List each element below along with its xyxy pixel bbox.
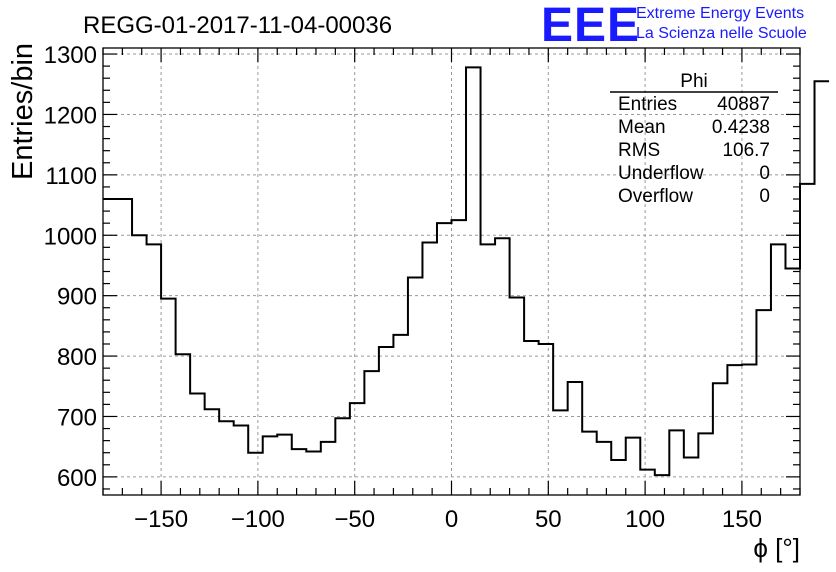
- x-tick-label: −50: [334, 506, 375, 533]
- stats-row-value: 0: [759, 163, 770, 184]
- stats-title: Phi: [680, 71, 707, 92]
- y-tick-label: 1300: [44, 42, 97, 69]
- stats-row-value: 40887: [717, 94, 770, 115]
- x-tick-labels: −150 −100 −50 0 50 100 150: [134, 506, 762, 533]
- stats-rows: Entries 40887 Mean 0.4238 RMS 106.7 Underflow 0…: [618, 94, 770, 207]
- stats-row-value: 0.4238: [712, 117, 770, 138]
- y-tick-label: 700: [57, 404, 97, 431]
- x-tick-label: 0: [445, 506, 458, 533]
- stats-row-value: 106.7: [722, 140, 770, 161]
- stats-box: Phi Entries 40887 Mean 0.4238 RMS 106.7 Underf…: [610, 71, 778, 207]
- histogram-series: [103, 66, 830, 477]
- logo: EEE Extreme Energy Events La Scienza nel…: [541, 0, 807, 52]
- y-tick-label: 1000: [44, 223, 97, 250]
- y-axis-label: Entries/bin: [7, 43, 39, 180]
- stats-row-label: Mean: [618, 117, 666, 138]
- logo-mark: EEE: [541, 0, 640, 52]
- logo-line2: La Scienza nelle Scuole: [636, 25, 807, 42]
- x-tick-label: −150: [134, 506, 188, 533]
- logo-line1: Extreme Energy Events: [636, 5, 804, 22]
- y-tick-label: 1200: [44, 102, 97, 129]
- x-tick-label: 100: [625, 506, 665, 533]
- y-tick-label: 1100: [45, 163, 97, 190]
- x-tick-label: 150: [722, 506, 762, 533]
- y-tick-label: 900: [57, 284, 97, 311]
- x-tick-label: −100: [231, 506, 285, 533]
- y-tick-label: 800: [57, 344, 97, 371]
- stats-row-label: Overflow: [618, 186, 693, 207]
- x-tick-label: 50: [535, 506, 562, 533]
- stats-row-value: 0: [759, 186, 770, 207]
- x-axis-label: ϕ [°]: [753, 533, 800, 563]
- stats-row-label: RMS: [618, 140, 660, 161]
- chart-title: REGG-01-2017-11-04-00036: [83, 12, 392, 39]
- y-tick-labels: 600 700 800 900 1000 1100 1200 1300: [44, 42, 97, 492]
- plot-frame: [102, 47, 801, 496]
- grid-lines: [103, 48, 800, 495]
- y-tick-label: 600: [57, 465, 97, 492]
- stats-row-label: Underflow: [618, 163, 704, 184]
- stats-row-label: Entries: [618, 94, 677, 115]
